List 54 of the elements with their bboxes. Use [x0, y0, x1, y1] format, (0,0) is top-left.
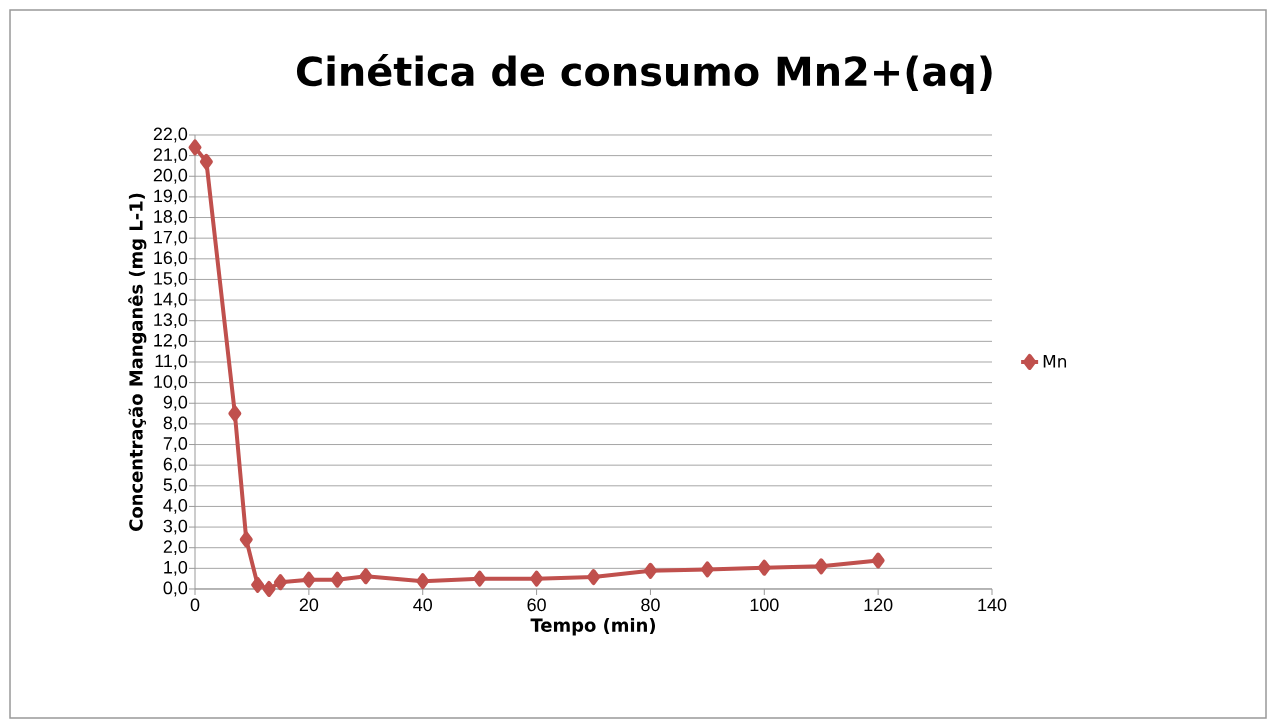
y-tick-label: 7,0 — [163, 437, 188, 452]
x-tick-label: 0 — [190, 598, 200, 612]
y-tick-label: 17,0 — [154, 230, 188, 246]
x-tick-label: 120 — [864, 598, 893, 612]
point — [302, 571, 316, 588]
point — [643, 562, 657, 579]
y-tick-label: 9,0 — [163, 395, 188, 411]
point — [530, 570, 544, 587]
y-tick-label: 11,0 — [155, 354, 188, 370]
point — [359, 568, 373, 585]
y-tick-label: 10,0 — [154, 375, 188, 391]
point — [814, 558, 828, 575]
x-tick-label: 100 — [750, 598, 779, 612]
x-tick-label: 140 — [978, 598, 1007, 612]
y-tick-label: 12,0 — [154, 333, 188, 349]
point — [228, 405, 242, 422]
y-tick-label: 8,0 — [163, 416, 188, 432]
point — [262, 580, 276, 597]
chart-title: Cinética de consumo Mn2+(aq) — [296, 53, 992, 95]
legend-label: Mn — [1043, 355, 1067, 368]
y-tick-label: 14,0 — [154, 292, 188, 308]
y-tick-label: 16,0 — [154, 251, 188, 267]
point — [700, 561, 714, 578]
y-axis-title: Concentração Manganês (mg L-1) — [128, 193, 147, 531]
y-tick-label: 15,0 — [154, 272, 188, 287]
x-tick-label: 80 — [641, 598, 660, 612]
y-tick-label: 18,0 — [154, 210, 188, 225]
y-tick-label: 19,0 — [154, 189, 188, 205]
y-tick-label: 1,0 — [164, 560, 188, 576]
y-tick-label: 21,0 — [153, 148, 188, 164]
y-tick-label: 2,0 — [163, 540, 188, 556]
y-tick-label: 20,0 — [153, 168, 188, 184]
point — [188, 139, 202, 156]
point — [757, 559, 771, 576]
point — [273, 574, 287, 591]
point — [871, 552, 885, 569]
point — [330, 571, 344, 588]
point — [239, 531, 253, 548]
point — [473, 570, 487, 587]
y-tick-label: 0,0 — [163, 581, 188, 597]
x-axis-title: Tempo (min) — [530, 618, 656, 636]
x-tick-label: 60 — [527, 598, 546, 612]
y-tick-label: 4,0 — [163, 499, 188, 514]
point — [587, 569, 601, 586]
point — [251, 576, 265, 593]
x-tick-label: 20 — [299, 598, 319, 612]
point — [199, 153, 213, 170]
y-tick-label: 5,0 — [163, 478, 188, 494]
y-tick-label: 13,0 — [154, 313, 188, 329]
y-tick-label: 22,0 — [153, 127, 188, 143]
point — [416, 573, 430, 590]
y-tick-label: 3,0 — [163, 519, 188, 535]
x-tick-label: 40 — [413, 598, 432, 612]
y-tick-label: 6,0 — [163, 457, 188, 473]
